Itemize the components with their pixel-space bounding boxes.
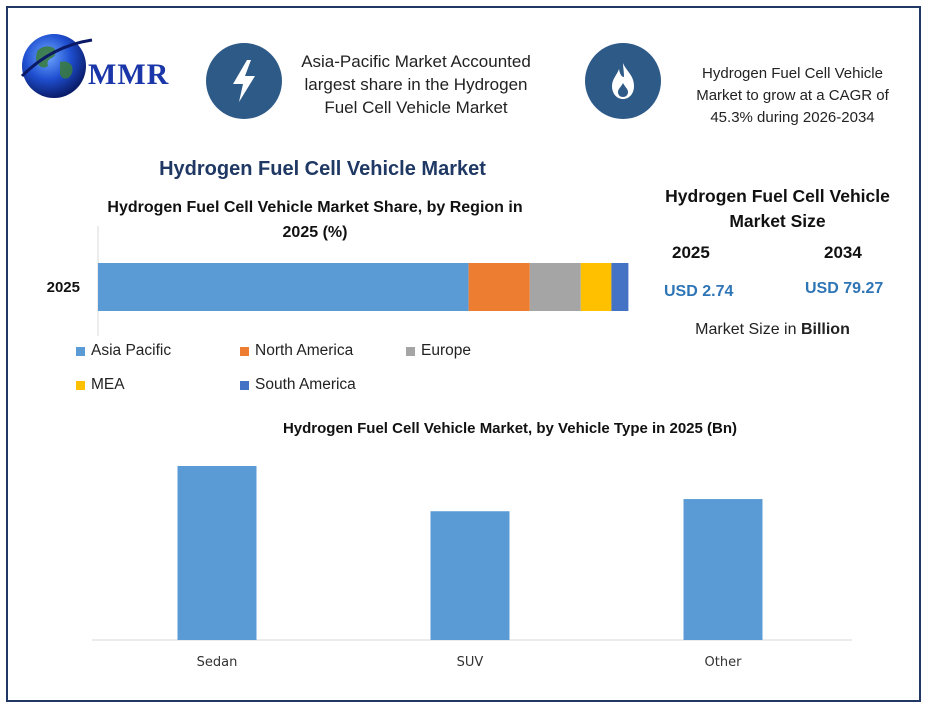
region-chart-category-label: 2025	[47, 279, 80, 296]
legend-item-asia-pacific: Asia Pacific	[76, 342, 171, 360]
infographic-frame	[6, 6, 921, 702]
x-tick-label-sedan: Sedan	[197, 655, 238, 670]
legend-swatch	[76, 380, 85, 390]
legend-swatch	[240, 346, 249, 356]
unit-note-unit: Billion	[800, 321, 850, 338]
highlight-cagr: Hydrogen Fuel Cell Vehicle Market to gro…	[696, 65, 889, 126]
legend-swatch	[240, 380, 249, 390]
legend-item-north-america: North America	[240, 342, 353, 360]
lightning-bolt-icon	[206, 43, 282, 119]
region-chart-title: Hydrogen Fuel Cell Vehicle Market Share,…	[107, 199, 523, 241]
legend-swatch	[406, 346, 415, 356]
flame-icon	[585, 43, 661, 119]
market-size-title: Hydrogen Fuel Cell Vehicle Market Size	[665, 186, 890, 231]
year-2025-label: 2025	[672, 243, 710, 262]
legend-item-south-america: South America	[240, 376, 356, 394]
market-size-unit-note: Market Size in Billion	[640, 321, 905, 339]
x-tick-label-suv: SUV	[457, 655, 484, 670]
legend-label: South America	[255, 376, 356, 393]
bar-segment-south-america	[611, 263, 629, 311]
logo-text: MMR	[88, 58, 170, 91]
x-tick-label-other: Other	[705, 655, 743, 670]
bar-sedan	[177, 466, 257, 640]
market-size-2034-value: USD 79.27	[805, 280, 884, 297]
highlight-asia-pacific: Asia-Pacific Market Accounted largest sh…	[301, 52, 531, 117]
page-title: Hydrogen Fuel Cell Vehicle Market	[159, 158, 486, 180]
legend-item-mea: MEA	[76, 376, 125, 394]
vehicle-type-chart-title: Hydrogen Fuel Cell Vehicle Market, by Ve…	[282, 420, 738, 437]
legend-swatch	[76, 346, 85, 356]
unit-note-prefix: Market Size in	[695, 321, 801, 338]
legend-label: Asia Pacific	[91, 342, 172, 359]
bar-segment-north-america	[468, 263, 530, 311]
bar-other	[683, 499, 763, 640]
legend-label: North America	[255, 342, 354, 359]
legend-item-europe: Europe	[406, 342, 471, 360]
bar-suv	[430, 511, 510, 640]
market-size-2025-value: USD 2.74	[664, 283, 734, 300]
globe-icon	[20, 34, 93, 98]
legend-label: MEA	[91, 376, 125, 393]
bar-segment-europe	[529, 263, 581, 311]
legend-label: Europe	[421, 342, 471, 359]
bar-segment-mea	[580, 263, 612, 311]
mmr-logo	[16, 26, 186, 106]
bar-segment-asia-pacific	[98, 263, 469, 311]
year-2034-label: 2034	[824, 243, 862, 262]
